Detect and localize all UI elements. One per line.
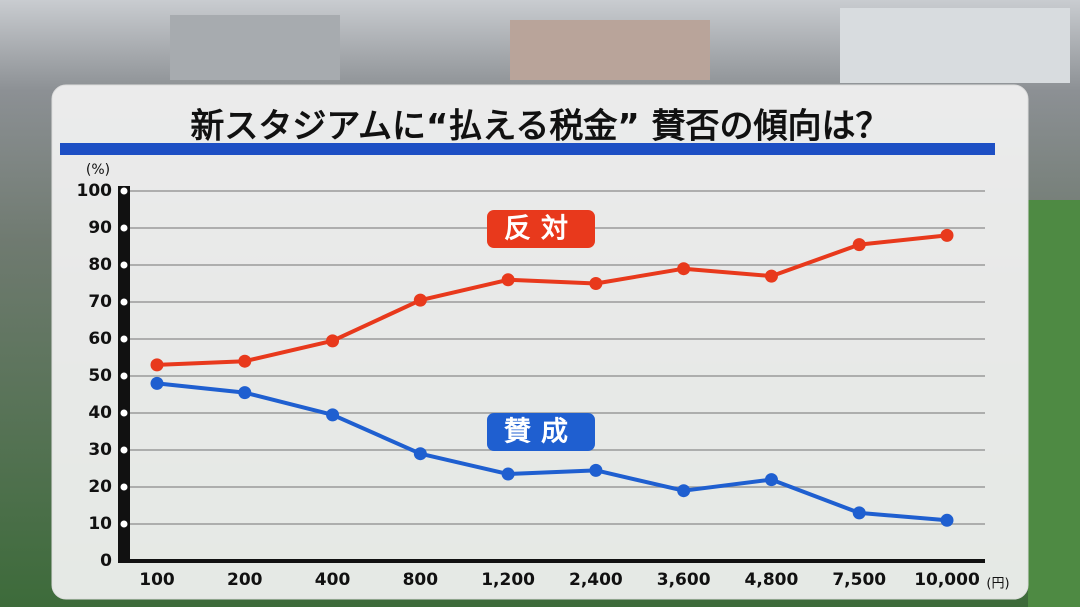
panel [51, 84, 1029, 600]
y-tick-label: 20 [88, 477, 112, 497]
data-point [413, 447, 427, 461]
tick-mark [120, 335, 128, 343]
data-point [677, 484, 691, 498]
data-point [150, 376, 164, 390]
tick-mark [120, 298, 128, 306]
x-tick-label: 800 [403, 570, 439, 590]
series-label: 反対 [504, 214, 578, 245]
y-tick-label: 90 [88, 218, 112, 238]
x-tick-label: 1,200 [481, 570, 535, 590]
data-point [501, 273, 515, 287]
x-tick-label: 400 [315, 570, 351, 590]
data-point [764, 269, 778, 283]
data-point [150, 358, 164, 372]
tick-mark [120, 520, 128, 528]
y-tick-label: 10 [88, 514, 112, 534]
x-tick-label: 7,500 [832, 570, 886, 590]
x-tick-label: 3,600 [657, 570, 711, 590]
x-unit: (円) [986, 577, 1009, 592]
data-point [677, 262, 691, 276]
series-line [156, 233, 948, 367]
y-tick-label: 40 [88, 403, 112, 423]
y-tick-label: 100 [77, 181, 113, 201]
y-tick-label: 80 [88, 255, 112, 275]
tick-mark [120, 261, 128, 269]
data-point [852, 238, 866, 252]
x-tick-label: 4,800 [745, 570, 799, 590]
tick-mark [120, 187, 128, 195]
title-bar [60, 143, 995, 155]
chart-title: 新スタジアムに“払える税金” 賛否の傾向は？ [190, 107, 889, 147]
series-label: 賛成 [504, 417, 578, 448]
series-line [156, 381, 948, 523]
data-point [238, 354, 252, 368]
x-tick-label: 2,400 [569, 570, 623, 590]
tick-mark [120, 446, 128, 454]
x-tick-label: 200 [227, 570, 263, 590]
y-tick-label: 30 [88, 440, 112, 460]
data-point [852, 506, 866, 520]
y-unit: (%) [86, 162, 110, 178]
data-point [326, 408, 340, 422]
data-point [764, 473, 778, 487]
data-point [501, 467, 515, 481]
building [840, 8, 1070, 83]
data-point [413, 293, 427, 307]
building [510, 20, 710, 80]
data-point [589, 277, 603, 290]
y-tick-label: 0 [100, 551, 112, 571]
tick-mark [120, 224, 128, 232]
building [170, 15, 340, 80]
lawn [1028, 200, 1080, 607]
x-tick-label: 100 [139, 570, 175, 590]
data-point [326, 334, 340, 348]
tick-mark [120, 483, 128, 491]
data-point [238, 386, 252, 400]
y-tick-label: 60 [88, 329, 112, 349]
data-point [589, 463, 603, 477]
tick-mark [120, 409, 128, 417]
y-tick-label: 50 [88, 366, 112, 386]
series-label-box [487, 210, 595, 248]
data-point [940, 513, 954, 527]
data-point [940, 228, 954, 242]
series-label-box [487, 413, 595, 451]
x-tick-label: 10,000 [914, 570, 980, 590]
tick-mark [120, 372, 128, 380]
y-tick-label: 70 [88, 292, 112, 312]
